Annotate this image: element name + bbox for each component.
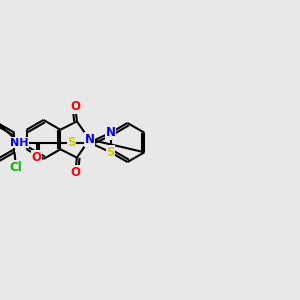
Text: S: S [106,146,115,159]
Text: O: O [70,100,80,113]
Text: N: N [85,133,94,146]
Text: N: N [106,126,116,139]
Text: S: S [67,136,76,149]
Text: Cl: Cl [10,161,22,174]
Text: O: O [70,166,80,178]
Text: NH: NH [10,137,28,148]
Text: O: O [32,151,42,164]
